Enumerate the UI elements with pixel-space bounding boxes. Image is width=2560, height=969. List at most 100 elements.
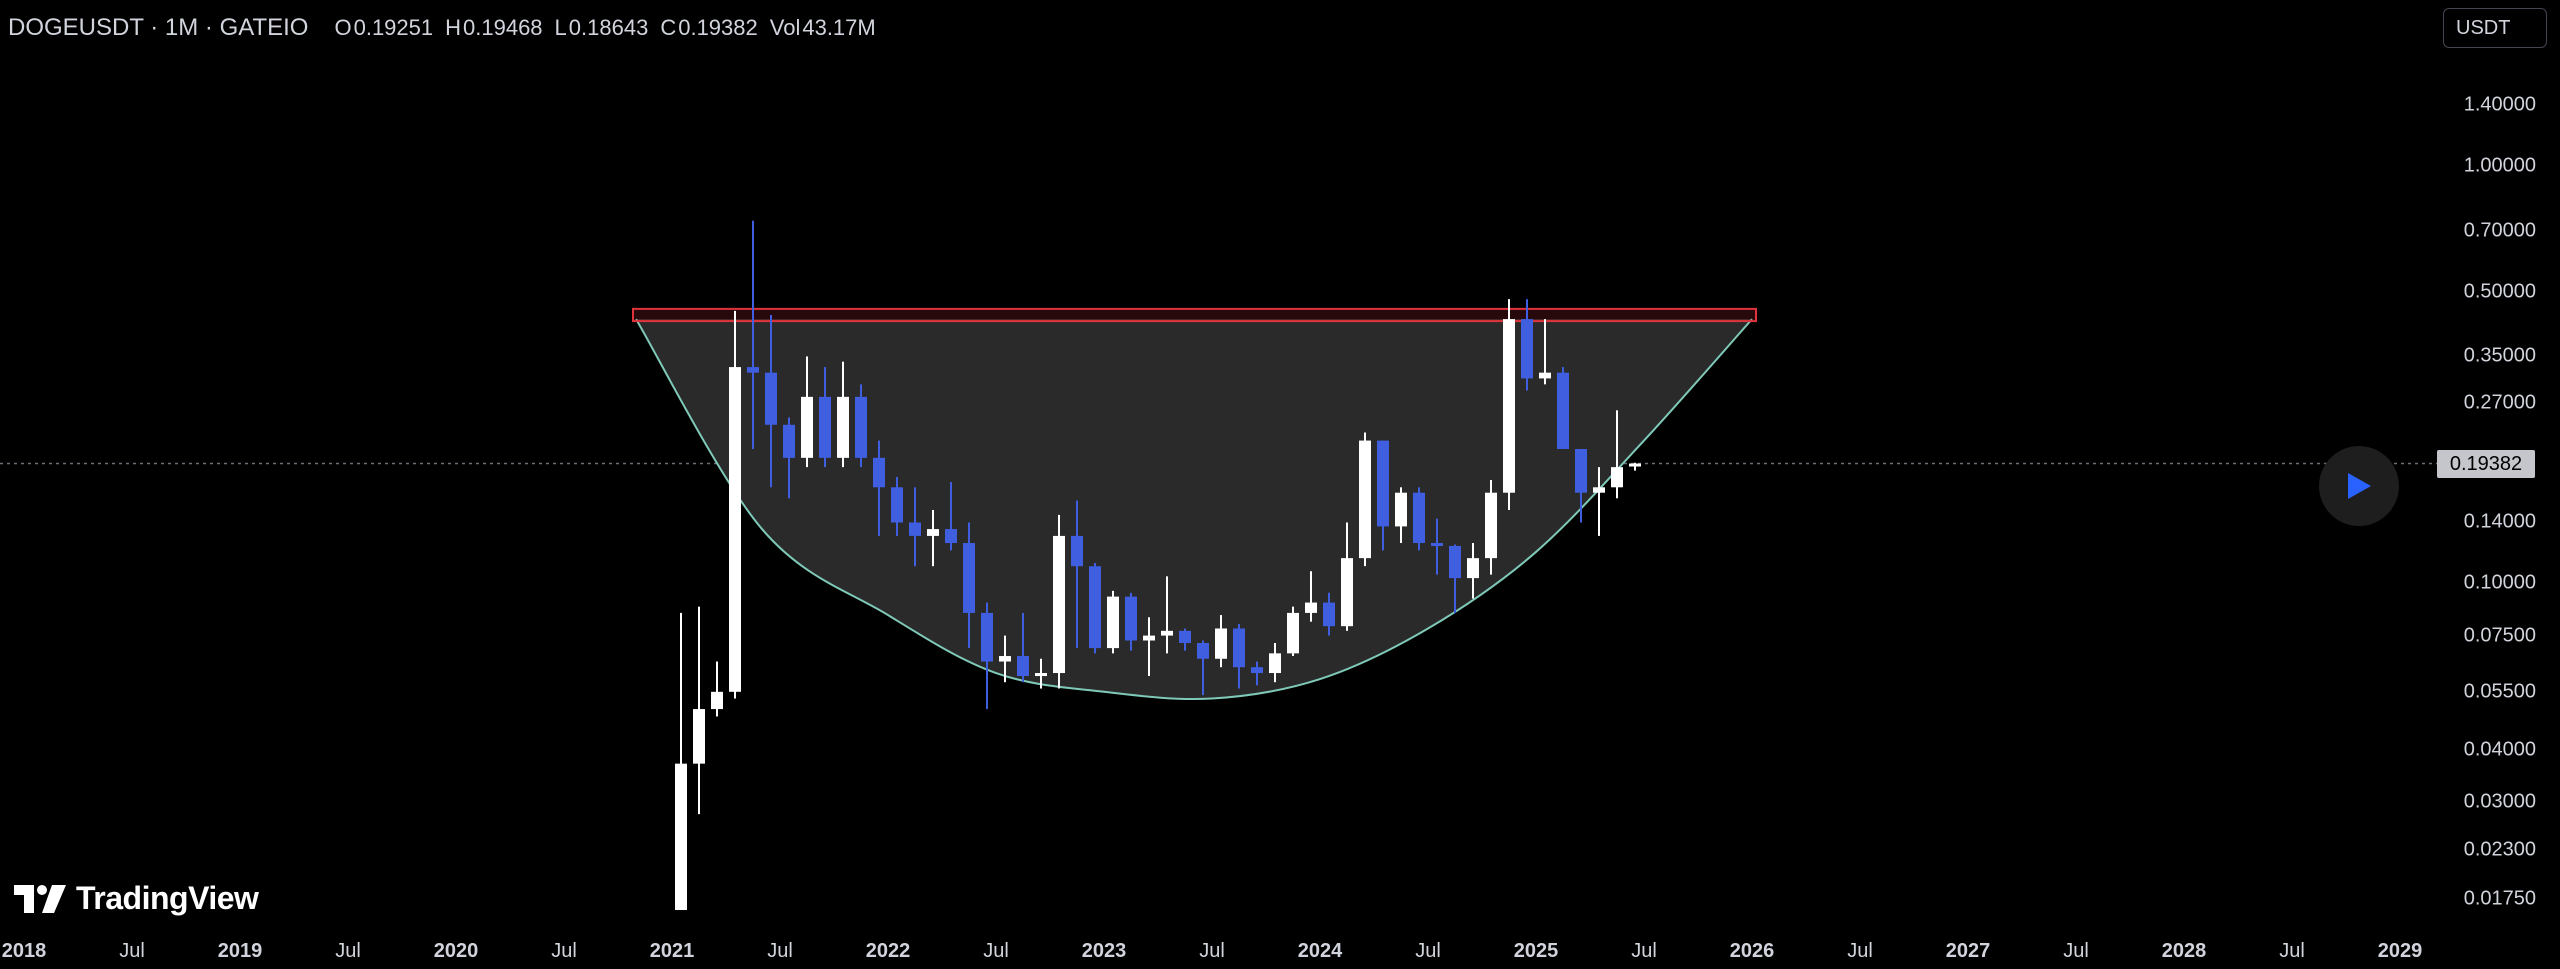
candle-body: [999, 656, 1011, 662]
candle-body: [1161, 630, 1173, 636]
candle-body: [1557, 372, 1569, 449]
symbol-legend: DOGEUSDT · 1M · GATEIO O 0.19251 H 0.19468…: [8, 14, 876, 42]
price-tick-label: 0.07500: [2463, 624, 2536, 647]
close-value: 0.19382: [678, 15, 758, 40]
time-tick-label: 2020: [433, 940, 479, 962]
candle-body: [747, 367, 759, 373]
candle-body: [675, 763, 687, 910]
candle-body: [801, 396, 813, 458]
cup-fill: [636, 319, 1752, 700]
candle-body: [1251, 667, 1263, 674]
candle-body: [1035, 673, 1047, 677]
time-tick-label: 2026: [1729, 940, 1775, 962]
candle-body: [1629, 463, 1641, 467]
candle-body: [1467, 558, 1479, 579]
candle-body: [1611, 467, 1623, 488]
price-tick-label: 0.04000: [2463, 738, 2536, 761]
time-tick-label: 2024: [1297, 940, 1343, 962]
currency-button[interactable]: USDT: [2443, 8, 2547, 48]
candle-body: [1377, 440, 1389, 527]
candle-body: [1305, 602, 1317, 613]
price-tick-label: 0.27000: [2463, 391, 2536, 414]
price-tick-label: 0.50000: [2463, 280, 2536, 303]
candle-body: [693, 709, 705, 764]
candle-body: [909, 522, 921, 536]
price-tick-label: 0.05500: [2463, 680, 2536, 703]
candle-body: [981, 612, 993, 662]
time-axis[interactable]: 2018 Jul 2019 Jul 2020 Jul 2021 Jul 2022 Jul 2023 J…: [0, 930, 2440, 969]
candle-body: [1593, 487, 1605, 493]
price-tick-label: 0.70000: [2463, 219, 2536, 242]
price-tick-label: 1.00000: [2463, 154, 2536, 177]
tradingview-logo: TradingView: [14, 880, 259, 917]
symbol-title[interactable]: DOGEUSDT · 1M · GATEIO: [8, 14, 309, 41]
time-tick-label: Jul: [1415, 940, 1441, 962]
time-tick-label: Jul: [119, 940, 145, 962]
resistance-zone: [632, 307, 1757, 323]
candle-body: [1071, 535, 1083, 567]
candle-body: [1287, 612, 1299, 654]
time-tick-label: 2021: [649, 940, 695, 962]
candle-body: [1575, 448, 1587, 493]
candle-body: [711, 691, 723, 710]
candle-body: [1485, 492, 1497, 559]
high-value: 0.19468: [463, 15, 543, 40]
time-tick-label: Jul: [767, 940, 793, 962]
time-tick-label: Jul: [335, 940, 361, 962]
open-value: 0.19251: [353, 15, 434, 40]
candle-body: [1233, 628, 1245, 668]
candle-body: [837, 396, 849, 458]
volume-label: Vol: [769, 15, 801, 40]
candle-body: [1323, 602, 1335, 627]
candle-body: [1359, 440, 1371, 559]
candle-body: [1143, 635, 1155, 641]
candles-group: [675, 220, 1641, 910]
price-chart[interactable]: [0, 0, 2440, 930]
price-tick-label: 0.03000: [2463, 790, 2536, 813]
candle-body: [927, 529, 939, 536]
candle-body: [1539, 372, 1551, 379]
time-tick-label: 2022: [865, 940, 911, 962]
candle-body: [819, 396, 831, 458]
candle-body: [1395, 492, 1407, 527]
candle-body: [1413, 492, 1425, 544]
candle-body: [1125, 596, 1137, 641]
time-tick-label: Jul: [1847, 940, 1873, 962]
price-axis[interactable]: 1.40000 1.00000 0.70000 0.50000 0.35000 0.270…: [2440, 0, 2560, 930]
candle-body: [945, 529, 957, 544]
candle-body: [783, 424, 795, 458]
time-tick-label: 2029: [2377, 940, 2423, 962]
time-tick-label: 2028: [2161, 940, 2207, 962]
replay-button[interactable]: [2319, 446, 2399, 526]
price-tick-label: 0.10000: [2463, 571, 2536, 594]
candle-body: [1503, 319, 1515, 493]
low-value: 0.18643: [568, 15, 649, 40]
candle-body: [1017, 656, 1029, 677]
candle-body: [963, 543, 975, 613]
candle-body: [1215, 628, 1227, 659]
time-tick-label: Jul: [2063, 940, 2089, 962]
price-tick-label: 0.01750: [2463, 887, 2536, 910]
time-tick-label: Jul: [1199, 940, 1225, 962]
volume-value: 43.17M: [802, 15, 876, 40]
candle-body: [1107, 596, 1119, 649]
time-tick-label: Jul: [1631, 940, 1657, 962]
candle-body: [1431, 543, 1443, 547]
close-label: C: [660, 15, 677, 40]
high-label: H: [445, 15, 462, 40]
time-tick-label: 2023: [1081, 940, 1127, 962]
price-tick-label: 1.40000: [2463, 93, 2536, 116]
time-tick-label: Jul: [2279, 940, 2305, 962]
candle-body: [1269, 653, 1281, 674]
time-tick-label: 2025: [1513, 940, 1559, 962]
time-tick-label: 2019: [217, 940, 263, 962]
candle-body: [765, 372, 777, 425]
candle-body: [1197, 642, 1209, 659]
time-tick-label: Jul: [983, 940, 1009, 962]
price-tick-label: 0.35000: [2463, 344, 2536, 367]
candle-body: [729, 367, 741, 692]
candle-body: [1341, 558, 1353, 627]
candle-body: [1053, 535, 1065, 674]
cup-curve: [635, 318, 1753, 701]
price-tick-label: 0.02300: [2463, 838, 2536, 861]
